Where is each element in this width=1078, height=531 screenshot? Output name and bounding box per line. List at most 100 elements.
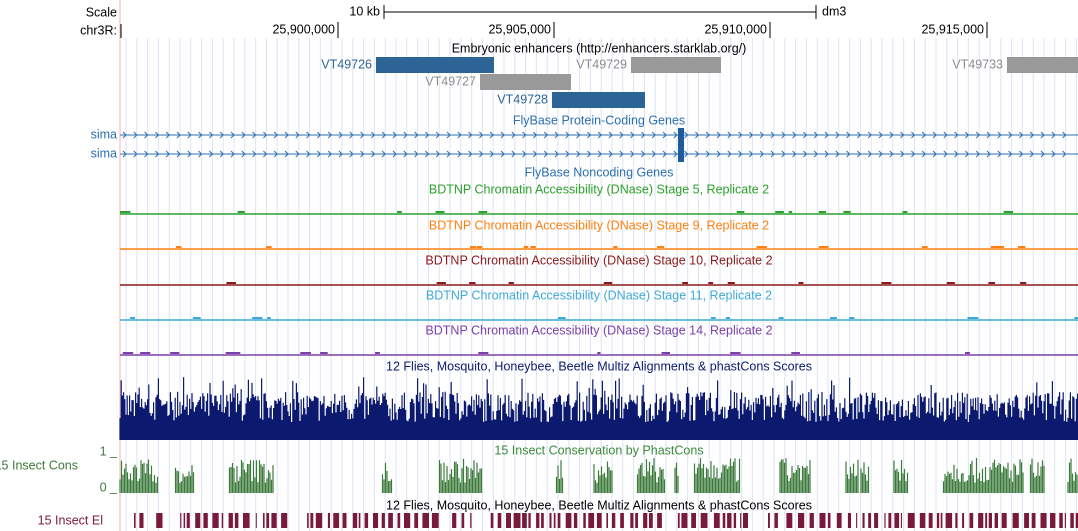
conserved-element [234, 513, 239, 528]
signal-peak [300, 352, 311, 354]
signal-peak [435, 211, 445, 213]
position-label: 25,900,000 [272, 22, 335, 36]
conserved-element [677, 513, 680, 528]
signal-peak [756, 246, 767, 248]
signal-peak [603, 282, 613, 284]
conserved-element [243, 513, 250, 528]
conserved-element [583, 513, 586, 528]
conserved-element [414, 513, 419, 528]
conserved-element [1064, 513, 1066, 528]
conserved-element [1031, 513, 1036, 528]
signal-peak [470, 246, 476, 248]
conserved-element [894, 513, 900, 528]
signal-peak [788, 211, 793, 213]
conserved-element [221, 513, 224, 528]
conserved-element [657, 513, 662, 528]
enhancer-label: VT49728 [497, 92, 548, 106]
conserved-element [342, 513, 347, 528]
conserved-element [490, 513, 494, 528]
conserved-element [263, 513, 265, 528]
signal-peak [736, 211, 745, 213]
side-label: 15 Insect Cons [0, 458, 78, 472]
conserved-element [461, 513, 465, 528]
signal-peak [1004, 211, 1013, 213]
conserved-element [271, 513, 277, 528]
signal-peak [881, 282, 892, 284]
conserved-element [139, 513, 144, 528]
conserved-element [553, 513, 556, 528]
conserved-element [381, 513, 385, 528]
track-title: FlyBase Protein-Coding Genes [513, 113, 685, 127]
signal-peak [375, 352, 380, 354]
signal-peak [708, 282, 714, 284]
conserved-element [228, 513, 233, 528]
conserved-element [565, 513, 572, 528]
signal-peak [192, 317, 196, 319]
conserved-element [1024, 513, 1029, 528]
signal-peak [849, 317, 855, 319]
track-title: Embryonic enhancers (http://enhancers.st… [452, 41, 747, 55]
signal-peak [1020, 282, 1027, 284]
signal-peak [194, 317, 201, 319]
track-title: BDTNP Chromatin Accessibility (DNase) St… [429, 218, 769, 232]
signal-peak [922, 246, 928, 248]
conserved-element [713, 513, 720, 528]
conserved-element [1012, 513, 1019, 528]
gene-arrows [122, 150, 1067, 158]
axis-top: 1 _ [100, 444, 118, 458]
conserved-element [513, 513, 521, 528]
conserved-element [1075, 513, 1078, 528]
signal-peak [775, 211, 782, 213]
chrom-label: chr3R: [80, 23, 117, 37]
position-label: 25,905,000 [488, 22, 551, 36]
conserved-element [768, 513, 770, 528]
conserved-element [281, 513, 288, 528]
signal-peak [226, 282, 236, 284]
conserved-element [195, 513, 201, 528]
conserved-element [364, 513, 369, 528]
signal-peak [170, 352, 180, 354]
conserved-element [700, 513, 708, 528]
assembly-label: dm3 [822, 4, 846, 18]
signal-peak [176, 246, 182, 248]
conserved-element [962, 513, 965, 528]
signal-peak [233, 352, 241, 354]
conserved-element [596, 513, 602, 528]
signal-peak [727, 282, 735, 284]
conserved-element [635, 513, 638, 528]
conserved-element [936, 513, 940, 528]
conserved-element [969, 513, 974, 528]
conserved-element [183, 513, 186, 528]
conserved-element [549, 513, 552, 528]
conserved-element [431, 513, 439, 528]
position-label: 25,915,000 [921, 22, 984, 36]
conserved-element [557, 513, 561, 528]
signal-peak [902, 211, 908, 213]
track-title: BDTNP Chromatin Accessibility (DNase) St… [426, 288, 772, 302]
signal-peak [730, 352, 741, 354]
enhancer-box [376, 57, 494, 73]
enhancer-label: VT49729 [576, 57, 627, 71]
conserved-element [536, 513, 540, 528]
signal-peak [990, 246, 995, 248]
conserved-element [827, 513, 831, 528]
conserved-element [874, 513, 879, 528]
conserved-element [884, 513, 886, 528]
signal-peak [266, 246, 272, 248]
signal-peak [988, 282, 996, 284]
conserved-element [727, 513, 732, 528]
signal-peak [710, 317, 716, 319]
conservation-signal [119, 377, 1078, 440]
conserved-element [327, 513, 330, 528]
track-title: BDTNP Chromatin Accessibility (DNase) St… [425, 253, 772, 267]
gene-label: sima [91, 127, 117, 141]
enhancer-box [1007, 57, 1078, 73]
conserved-element [1001, 513, 1007, 528]
conserved-element [255, 513, 257, 528]
track-title: BDTNP Chromatin Accessibility (DNase) St… [425, 323, 772, 337]
signal-peak [478, 211, 488, 213]
conserved-element [888, 513, 892, 528]
position-label: 25,910,000 [704, 22, 767, 36]
signal-peak [436, 282, 443, 284]
